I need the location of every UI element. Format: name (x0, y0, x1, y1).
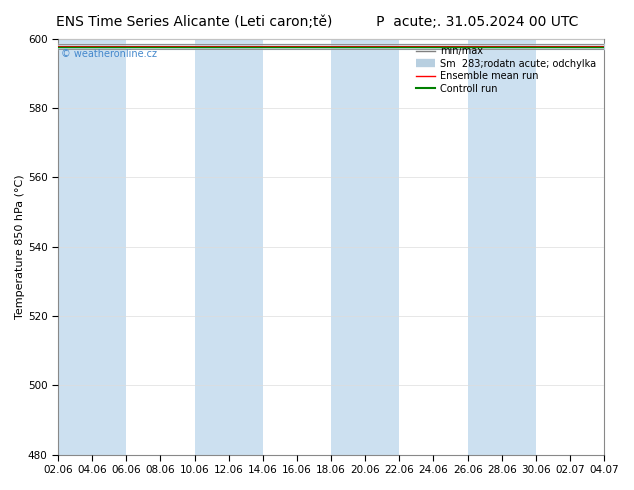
Bar (501, 39, 536, 455)
Legend: min/max, Sm  283;rodatn acute; odchylka, Ensemble mean run, Controll run: min/max, Sm 283;rodatn acute; odchylka, … (413, 44, 599, 97)
Text: © weatheronline.cz: © weatheronline.cz (61, 49, 157, 59)
Bar (331, 39, 365, 455)
Bar (365, 39, 399, 455)
Text: ENS Time Series Alicante (Leti caron;tě)          P  acute;. 31.05.2024 00 UTC: ENS Time Series Alicante (Leti caron;tě)… (56, 15, 578, 29)
Y-axis label: Temperature 850 hPa (°C): Temperature 850 hPa (°C) (15, 174, 25, 319)
Bar (229, 39, 262, 455)
Bar (92, 39, 126, 455)
Bar (58, 39, 92, 455)
Bar (468, 39, 501, 455)
Bar (195, 39, 229, 455)
